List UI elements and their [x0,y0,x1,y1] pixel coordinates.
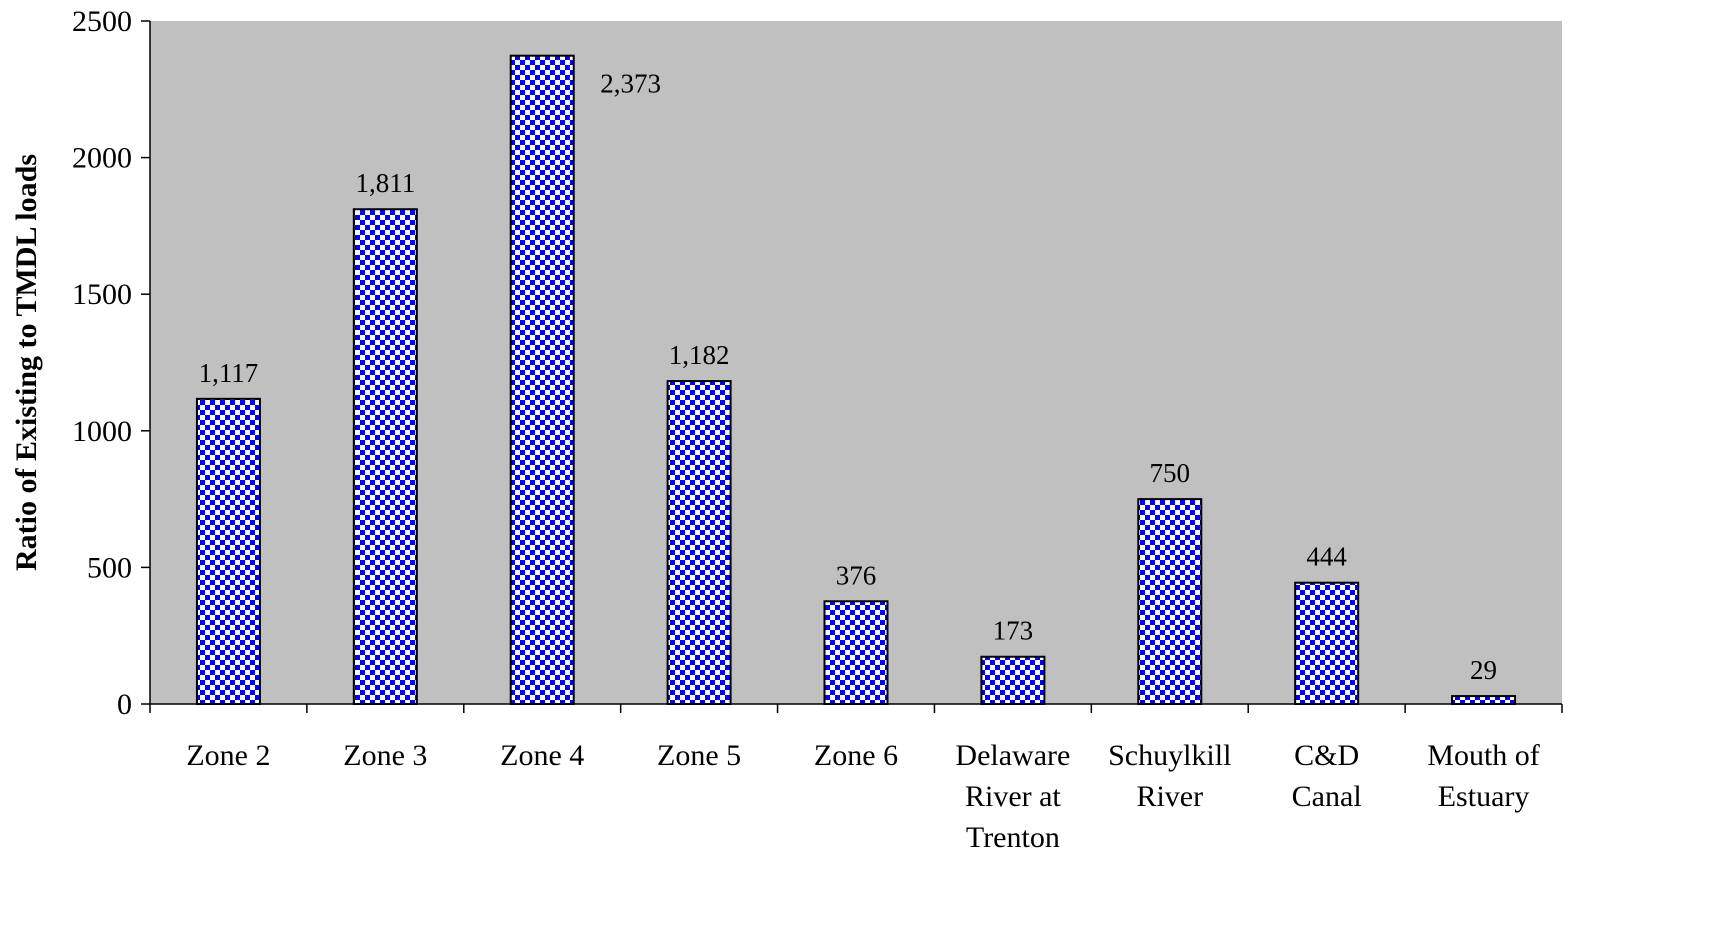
bar [980,655,1046,705]
bar [509,54,575,705]
data-label: 750 [1150,458,1191,488]
y-tick-label: 2000 [72,142,132,175]
bar [1451,695,1517,706]
bar [823,600,889,705]
bar [666,380,732,705]
bars-group [195,54,1517,706]
data-labels-group: 1,117 1,811 2,373 1,182 376 173 750 444 29 [199,69,1497,685]
bar [1137,498,1203,705]
data-label: 29 [1470,655,1497,685]
category-label: Delaware River at Trenton [955,739,1070,854]
category-label: Schuylkill River [1108,739,1231,813]
category-label: Mouth of Estuary [1427,739,1540,813]
data-label: 376 [836,560,877,590]
bar [195,397,261,705]
category-label: Zone 2 [186,739,270,772]
data-label: 1,117 [199,358,259,388]
x-axis: Zone 2 Zone 3 Zone 4 Zone 5 Zone 6 Delaware Ri… [149,703,1563,854]
data-label: 2,373 [600,69,661,99]
y-axis-title: Ratio of Existing to TMDL loads [10,154,43,571]
bar [352,208,418,705]
data-label: 1,811 [355,168,415,198]
data-label: 444 [1306,542,1347,572]
category-label: Zone 4 [500,739,584,772]
y-axis: 0 500 1000 1500 2000 2500 [72,5,151,721]
bar [1294,581,1360,706]
y-tick-label: 0 [117,688,132,721]
y-tick-label: 500 [87,551,132,584]
category-label: Zone 5 [657,739,741,772]
category-label: Zone 3 [343,739,427,772]
y-tick-label: 2500 [72,5,132,38]
y-tick-label: 1500 [72,278,132,311]
category-label: Zone 6 [814,739,898,772]
data-label: 173 [993,616,1034,646]
y-tick-label: 1000 [72,415,132,448]
category-label: C&D Canal [1292,739,1362,813]
data-label: 1,182 [669,340,730,370]
